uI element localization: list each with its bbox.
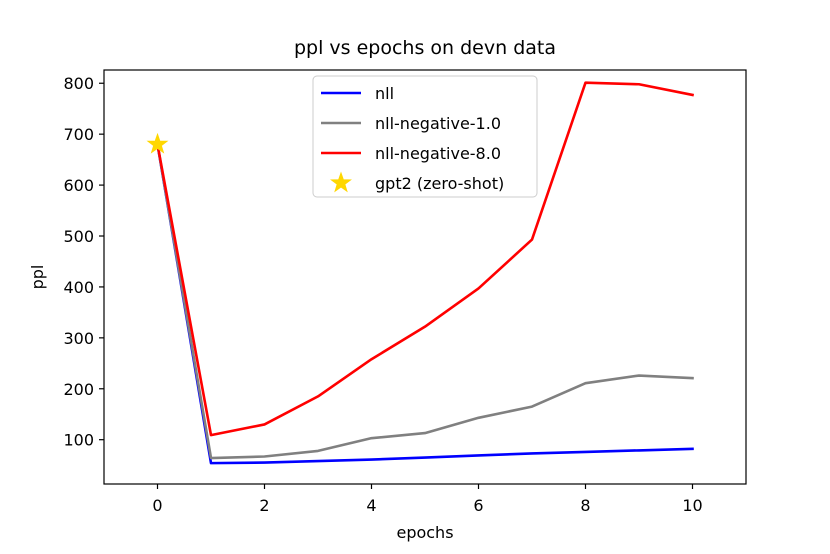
series-line-0 bbox=[156, 142, 694, 465]
legend-label-2: nll-negative-8.0 bbox=[375, 144, 501, 163]
y-tick-label: 600 bbox=[63, 176, 94, 195]
axes-frame bbox=[103, 69, 747, 485]
x-tick-label: 0 bbox=[152, 496, 162, 515]
legend-label-0: nll bbox=[375, 84, 394, 103]
y-tick-label: 200 bbox=[63, 380, 94, 399]
axis-ticks: 0 2 4 6 8 10 100 200 300 400 500 600 700 800 bbox=[63, 74, 702, 515]
y-tick-label: 500 bbox=[63, 227, 94, 246]
x-tick-label: 10 bbox=[682, 496, 702, 515]
x-tick-label: 8 bbox=[580, 496, 590, 515]
star-marker-0 bbox=[146, 132, 169, 154]
x-tick-label: 4 bbox=[366, 496, 376, 515]
y-axis-label: ppl bbox=[28, 265, 47, 290]
y-tick-label: 400 bbox=[63, 278, 94, 297]
legend-box bbox=[312, 75, 538, 198]
legend-label-1: nll-negative-1.0 bbox=[375, 114, 501, 133]
legend-label-3: gpt2 (zero-shot) bbox=[375, 174, 504, 193]
y-tick-label: 700 bbox=[63, 125, 94, 144]
y-tick-label: 100 bbox=[63, 431, 94, 450]
x-axis-label: epochs bbox=[396, 523, 453, 542]
plot-area bbox=[146, 81, 695, 465]
x-tick-label: 6 bbox=[473, 496, 483, 515]
chart-title: ppl vs epochs on devn data bbox=[294, 37, 556, 59]
y-tick-label: 300 bbox=[63, 329, 94, 348]
legend: nll nll-negative-1.0 nll-negative-8.0 gpt2 … bbox=[312, 75, 538, 198]
x-tick-label: 2 bbox=[259, 496, 269, 515]
series-line-2 bbox=[155, 81, 695, 437]
legend-star-swatch bbox=[330, 171, 352, 193]
series-line-1 bbox=[155, 142, 694, 460]
y-tick-label: 800 bbox=[63, 74, 94, 93]
